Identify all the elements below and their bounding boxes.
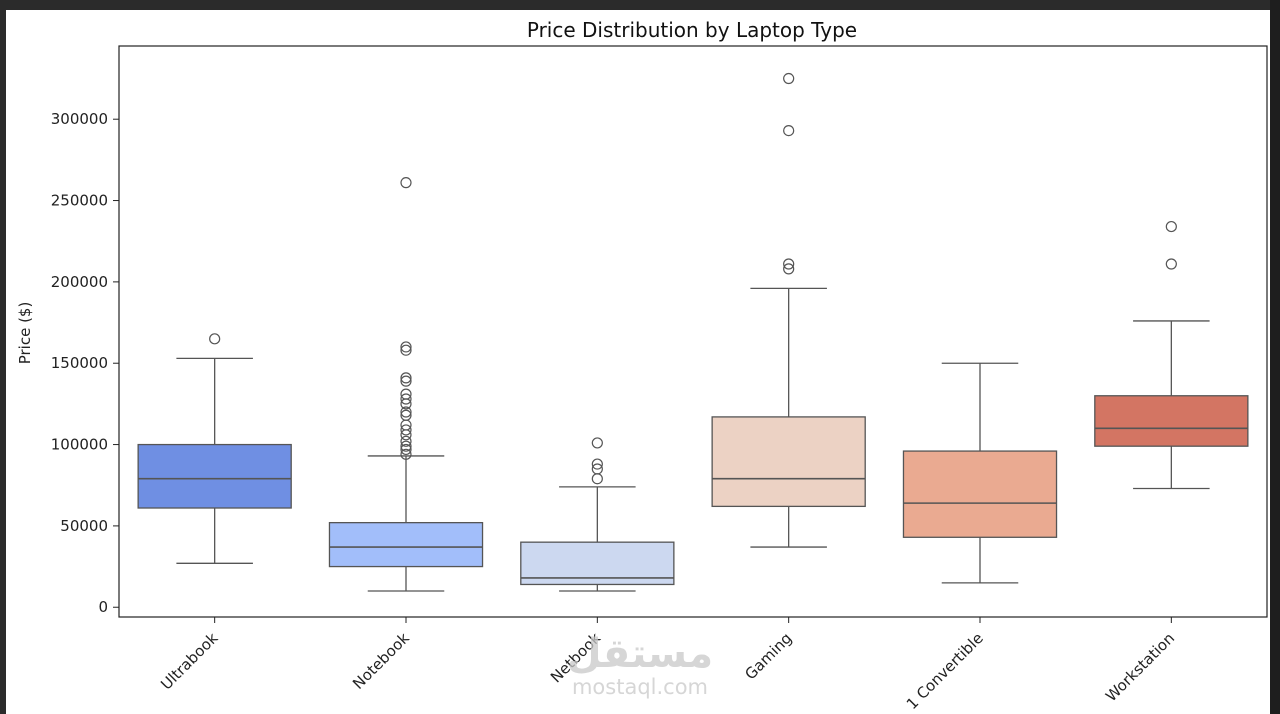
outlier-point — [783, 72, 795, 85]
chart-title: Price Distribution by Laptop Type — [527, 18, 857, 42]
y-tick-label: 100000 — [51, 436, 108, 454]
outlier-point — [400, 424, 412, 436]
y-tick-label: 150000 — [51, 354, 108, 372]
outlier-point — [400, 341, 412, 353]
outlier-point — [400, 344, 412, 356]
outlier-point — [400, 388, 412, 400]
window-left-edge — [0, 0, 6, 714]
watermark-arabic: مستقل — [567, 631, 713, 677]
outlier-point — [400, 409, 412, 421]
outlier-point — [209, 333, 221, 345]
box-iqr — [137, 443, 292, 509]
outlier-point — [400, 443, 412, 456]
outlier-point — [783, 263, 795, 275]
window-right-edge — [1270, 0, 1280, 714]
x-tick-label: Ultrabook — [157, 629, 222, 694]
y-tick-label: 200000 — [51, 273, 108, 291]
outlier-point — [400, 448, 412, 460]
outlier-point — [400, 406, 412, 418]
y-axis-ticks: 0 50000 100000 150000 200000 250000 300000 — [51, 110, 119, 616]
x-tick-label: 1 Convertible — [903, 629, 987, 713]
outlier-point — [1165, 258, 1177, 270]
outlier-point — [1165, 220, 1177, 233]
box-series — [137, 72, 1249, 592]
y-axis-label: Price ($) — [16, 302, 34, 365]
y-tick-label: 0 — [98, 598, 108, 616]
y-tick-label: 50000 — [60, 517, 108, 535]
box-iqr — [328, 521, 484, 568]
outlier-point — [400, 440, 412, 452]
y-tick-label: 300000 — [51, 110, 108, 128]
outlier-point — [400, 393, 412, 405]
box-group — [1094, 220, 1249, 490]
outlier-point — [783, 258, 795, 270]
box-group — [328, 177, 484, 592]
outlier-point — [783, 124, 795, 137]
x-tick-label: Gaming — [741, 629, 795, 683]
plot-frame — [118, 45, 1268, 618]
box-group — [902, 362, 1058, 584]
x-tick-label: Workstation — [1102, 629, 1178, 705]
window-top-strip — [0, 0, 1280, 10]
box-iqr — [711, 416, 866, 508]
box-group — [137, 333, 292, 564]
box-group — [520, 437, 675, 592]
outlier-point — [400, 372, 412, 384]
box-iqr — [1094, 395, 1249, 447]
outlier-point — [400, 375, 412, 387]
x-tick-label: Notebook — [349, 629, 413, 693]
box-iqr — [902, 450, 1058, 538]
outlier-point — [591, 463, 603, 475]
outlier-point — [591, 437, 603, 449]
watermark-latin: mostaql.com — [572, 675, 708, 699]
outlier-point — [400, 177, 412, 189]
watermark: مستقل mostaql.com — [567, 631, 713, 699]
y-tick-label: 250000 — [51, 192, 108, 210]
outlier-point — [591, 473, 603, 485]
outlier-point — [400, 435, 412, 447]
outlier-point — [591, 458, 603, 470]
box-group — [711, 72, 866, 548]
